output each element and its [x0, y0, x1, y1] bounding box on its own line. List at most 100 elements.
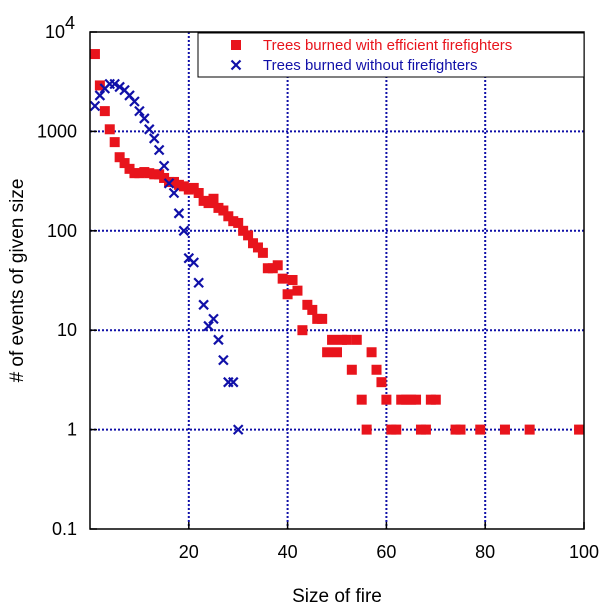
data-point	[524, 424, 535, 435]
data-point	[134, 105, 145, 117]
x-marker-stroke	[134, 105, 145, 117]
data-point	[114, 81, 125, 93]
x-marker-stroke	[168, 187, 180, 199]
data-point	[188, 182, 199, 193]
data-point	[218, 205, 229, 216]
x-marker-stroke	[119, 84, 130, 96]
data-point	[139, 113, 150, 124]
square-marker	[297, 325, 308, 336]
square-marker	[391, 424, 402, 435]
data-point	[282, 289, 293, 300]
data-point	[114, 152, 125, 163]
square-marker	[307, 304, 318, 315]
square-marker	[317, 313, 328, 324]
data-point	[272, 260, 283, 271]
plot-area-frame	[89, 31, 585, 530]
x-marker-stroke	[173, 208, 185, 219]
x-marker-stroke	[94, 90, 106, 101]
x-marker-stroke	[178, 225, 190, 237]
square-marker	[208, 193, 219, 204]
data-point	[208, 313, 219, 325]
square-marker	[282, 289, 293, 300]
x-marker-stroke	[208, 313, 219, 325]
square-marker	[341, 334, 352, 345]
data-point	[356, 394, 367, 405]
square-marker	[287, 274, 298, 285]
square-marker	[277, 273, 288, 284]
square-marker	[499, 424, 510, 435]
data-point	[203, 320, 214, 332]
grid	[90, 32, 584, 529]
square-marker	[292, 285, 303, 296]
square-marker	[381, 394, 392, 405]
data-point	[376, 377, 387, 388]
data-point	[227, 376, 239, 388]
x-marker-stroke	[193, 277, 204, 289]
data-point	[381, 394, 392, 405]
square-marker	[356, 394, 367, 405]
x-axis-label: Size of fire	[292, 586, 382, 607]
data-point	[94, 80, 105, 91]
legend-entry: Trees burned with efficient firefighters	[231, 37, 512, 54]
data-point	[346, 364, 357, 375]
data-point	[455, 424, 466, 435]
square-marker	[272, 260, 283, 271]
data-point	[163, 178, 175, 189]
square-marker	[188, 182, 199, 193]
data-point	[129, 96, 140, 107]
data-point	[94, 90, 106, 101]
data-point	[218, 354, 229, 366]
data-point	[233, 217, 244, 228]
data-point	[322, 347, 333, 358]
y-tick-label: 100	[47, 221, 77, 241]
x-tick-label: 60	[376, 542, 396, 562]
legend-label: Trees burned without firefighters	[263, 57, 478, 74]
x-marker-stroke	[124, 90, 135, 101]
square-marker	[104, 124, 115, 135]
x-marker-stroke	[158, 160, 170, 172]
x-marker-stroke	[218, 354, 229, 366]
data-point	[302, 299, 313, 310]
data-point	[420, 424, 431, 435]
x-marker-stroke	[227, 376, 239, 388]
x-marker-stroke	[230, 59, 242, 71]
x-marker-stroke	[213, 334, 224, 346]
data-point	[89, 100, 101, 112]
data-point	[104, 124, 115, 135]
x-marker-stroke	[198, 299, 209, 311]
square-marker	[99, 106, 110, 117]
y-tick-label: 1000	[37, 121, 77, 141]
data-point	[499, 424, 510, 435]
data-point	[361, 424, 372, 435]
square-marker	[109, 137, 120, 148]
data-point	[178, 225, 190, 237]
data-point	[257, 247, 268, 258]
x-marker-stroke	[153, 144, 165, 156]
data-point	[332, 347, 342, 358]
data-point	[208, 193, 219, 204]
data-point	[148, 133, 160, 144]
square-marker	[89, 49, 100, 60]
y-axis-label: # of events of given size	[7, 179, 28, 383]
data-point	[574, 424, 585, 435]
series-1	[89, 78, 244, 435]
square-marker	[193, 188, 204, 199]
y-tick-label-exponent: 4	[65, 13, 75, 33]
square-marker	[322, 347, 333, 358]
x-tick-label: 100	[569, 542, 599, 562]
square-marker	[231, 40, 241, 50]
data-point	[287, 274, 298, 285]
x-marker-stroke	[188, 257, 200, 268]
data-point	[168, 187, 180, 199]
square-marker	[411, 394, 422, 405]
data-point	[411, 394, 422, 405]
x-marker-stroke	[203, 320, 214, 332]
data-point	[198, 299, 209, 311]
square-marker	[371, 364, 382, 375]
square-marker	[361, 424, 372, 435]
x-marker-stroke	[139, 113, 150, 124]
square-marker	[243, 230, 254, 241]
data-point	[371, 364, 382, 375]
data-point	[119, 158, 130, 169]
